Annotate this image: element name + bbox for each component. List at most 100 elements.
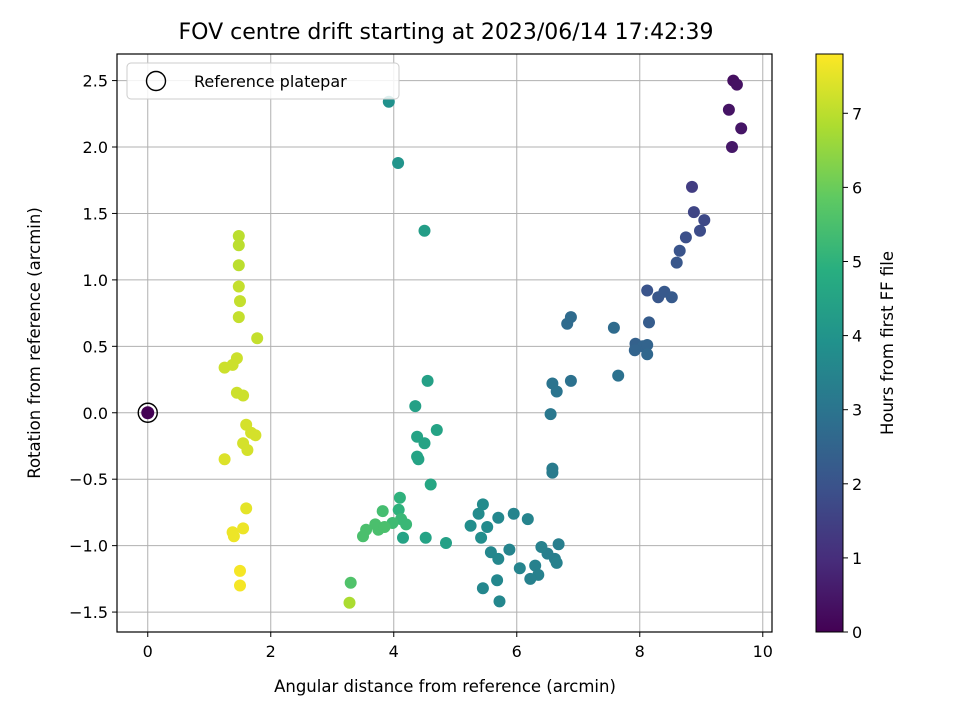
colorbar-tick-label: 3 [852, 401, 862, 420]
y-tick-label: 1.5 [83, 204, 108, 223]
data-point [726, 141, 738, 153]
data-point [227, 530, 240, 543]
chart-title: FOV centre drift starting at 2023/06/14 … [179, 20, 714, 45]
colorbar-tick-label: 1 [852, 549, 862, 568]
legend: Reference platepar [126, 62, 400, 100]
data-point [612, 369, 625, 382]
data-point [493, 595, 506, 608]
data-point [232, 230, 245, 242]
data-point [418, 224, 431, 237]
data-point [665, 291, 678, 304]
data-point [735, 122, 748, 135]
data-point [521, 513, 534, 526]
data-point [232, 280, 245, 293]
legend-label: Reference platepar [194, 72, 347, 91]
x-tick-label: 6 [512, 642, 522, 661]
data-point [409, 400, 422, 413]
legend-box [126, 62, 400, 100]
colorbar-tick-label: 7 [852, 104, 862, 123]
data-point [393, 491, 406, 504]
data-point [418, 437, 431, 450]
y-tick-label: 0.0 [83, 404, 108, 423]
data-point [641, 284, 654, 297]
data-point [234, 295, 246, 308]
data-point [641, 348, 654, 361]
x-axis-ticks: 0 2 4 6 8 10 [143, 632, 773, 661]
data-point [507, 507, 520, 520]
data-point [564, 374, 577, 387]
data-point [249, 429, 262, 442]
data-point [722, 103, 735, 116]
data-point [419, 531, 432, 544]
colorbar: 0 1 2 3 4 5 6 7 Hours from first FF file [815, 53, 897, 642]
plot-frame [116, 53, 773, 633]
reference-point-ring [137, 402, 158, 423]
data-point [400, 518, 413, 531]
data-point [694, 224, 706, 237]
y-tick-label: −1.0 [69, 537, 108, 556]
data-point [673, 244, 686, 257]
data-point [524, 572, 537, 585]
data-point [503, 543, 516, 556]
x-tick-label: 4 [389, 642, 399, 661]
x-tick-label: 2 [266, 642, 276, 661]
data-point [412, 453, 425, 466]
colorbar-gradient [815, 53, 844, 633]
colorbar-tick-label: 5 [852, 252, 862, 271]
data-point [550, 556, 563, 569]
data-point [237, 389, 250, 402]
data-point [687, 206, 700, 219]
data-point [546, 466, 559, 479]
data-points [218, 74, 748, 609]
data-point [476, 498, 489, 511]
data-point [357, 530, 369, 543]
data-point [232, 239, 245, 252]
data-point [241, 444, 254, 456]
data-point [475, 531, 488, 544]
y-axis-label: Rotation from reference (arcmin) [25, 207, 44, 479]
data-point [550, 385, 563, 398]
y-tick-label: 0.5 [83, 337, 108, 356]
data-point [430, 424, 443, 436]
data-point [476, 582, 489, 595]
data-point [232, 311, 245, 324]
x-tick-label: 8 [635, 642, 645, 661]
data-point [440, 537, 452, 549]
data-point [251, 332, 264, 345]
x-axis-label: Angular distance from reference (arcmin) [274, 677, 616, 696]
data-point [218, 453, 231, 466]
data-point [378, 521, 391, 533]
colorbar-ticks: 0 1 2 3 4 5 6 7 [843, 104, 862, 642]
data-point [641, 339, 654, 351]
data-point [491, 574, 504, 587]
data-point [686, 180, 698, 193]
data-point [240, 502, 253, 515]
data-point [369, 518, 382, 531]
data-point [472, 507, 485, 520]
colorbar-tick-label: 0 [852, 623, 862, 642]
data-point [464, 519, 477, 532]
data-point [564, 311, 577, 324]
y-tick-label: 1.0 [83, 271, 108, 290]
reference-point-fill [141, 406, 155, 420]
data-point [552, 538, 565, 551]
y-tick-label: −0.5 [69, 470, 108, 489]
data-point [643, 316, 655, 329]
colorbar-label: Hours from first FF file [878, 251, 897, 435]
legend-marker [145, 70, 167, 92]
x-tick-label: 10 [753, 642, 773, 661]
data-point [679, 231, 692, 244]
data-point [392, 503, 405, 516]
data-point [544, 408, 557, 421]
data-point [607, 321, 620, 334]
data-point [513, 562, 526, 575]
data-point [492, 552, 505, 565]
data-point [730, 78, 743, 91]
y-tick-label: 2.0 [83, 138, 108, 157]
x-tick-label: 0 [143, 642, 153, 661]
data-point [232, 259, 245, 272]
colorbar-tick-label: 2 [852, 475, 862, 494]
data-point [343, 596, 356, 609]
data-point [529, 559, 542, 572]
